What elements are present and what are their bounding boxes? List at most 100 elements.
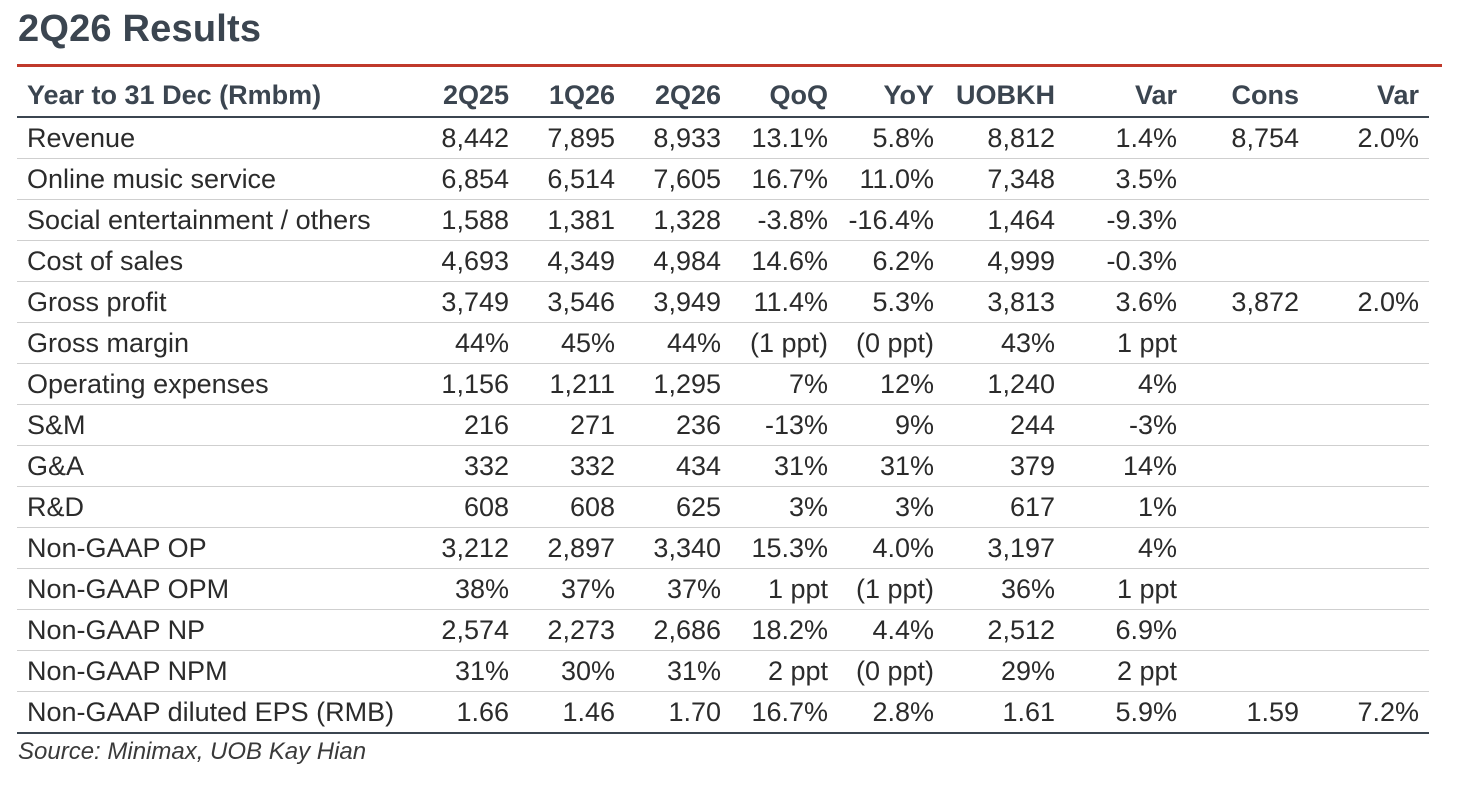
table-cell: 3,949 <box>625 281 731 323</box>
table-cell: 1.4% <box>1065 117 1187 159</box>
table-row: Non-GAAP NPM 31% 30% 31% 2 ppt (0 ppt) 29% 2 pp… <box>17 650 1429 692</box>
table-cell: 1,240 <box>944 363 1065 405</box>
table-cell: 3% <box>838 486 944 528</box>
page-title: 2Q26 Results <box>18 8 262 50</box>
table-cell: 6,854 <box>417 158 519 200</box>
table-row: Gross margin 44% 45% 44% (1 ppt) (0 ppt) 43% 1 … <box>17 322 1429 364</box>
table-row: Gross profit 3,749 3,546 3,949 11.4% 5.3% 3,81… <box>17 281 1429 323</box>
table-cell: 7,605 <box>625 158 731 200</box>
table-cell: -0.3% <box>1065 240 1187 282</box>
table-cell: 1.59 <box>1187 691 1309 734</box>
table-row: Non-GAAP NP 2,574 2,273 2,686 18.2% 4.4% 2,512… <box>17 609 1429 651</box>
table-cell: -3.8% <box>731 199 838 241</box>
table-cell: (0 ppt) <box>838 322 944 364</box>
row-label: Social entertainment / others <box>17 199 417 241</box>
table-cell: 1,295 <box>625 363 731 405</box>
table-row: Revenue 8,442 7,895 8,933 13.1% 5.8% 8,812 1.4%… <box>17 117 1429 159</box>
table-cell: 3,340 <box>625 527 731 569</box>
table-cell: 13.1% <box>731 117 838 159</box>
header-cell-yoy: YoY <box>838 74 944 118</box>
table-cell: 1 ppt <box>731 568 838 610</box>
table-cell: 617 <box>944 486 1065 528</box>
table-cell: 3,749 <box>417 281 519 323</box>
table-cell: 37% <box>519 568 625 610</box>
table-cell: 4.4% <box>838 609 944 651</box>
table-cell: 1.61 <box>944 691 1065 734</box>
row-label: Operating expenses <box>17 363 417 405</box>
table-cell: 434 <box>625 445 731 487</box>
table-body: Revenue 8,442 7,895 8,933 13.1% 5.8% 8,812 1.4%… <box>17 117 1429 734</box>
table-cell: -9.3% <box>1065 199 1187 241</box>
table-cell: 31% <box>417 650 519 692</box>
table-cell: 9% <box>838 404 944 446</box>
table-cell: 244 <box>944 404 1065 446</box>
header-cell-cons: Cons <box>1187 74 1309 118</box>
header-cell-2q26: 2Q26 <box>625 74 731 118</box>
table-cell: 625 <box>625 486 731 528</box>
table-cell: 12% <box>838 363 944 405</box>
table-cell: 608 <box>417 486 519 528</box>
row-label: Non-GAAP NP <box>17 609 417 651</box>
row-label: Gross margin <box>17 322 417 364</box>
table-cell: 608 <box>519 486 625 528</box>
table-cell: 4% <box>1065 363 1187 405</box>
table-cell <box>1309 158 1429 200</box>
table-cell: 1 ppt <box>1065 568 1187 610</box>
row-label: Revenue <box>17 117 417 159</box>
table-cell: 3,872 <box>1187 281 1309 323</box>
table-row: R&D 608 608 625 3% 3% 617 1% <box>17 486 1429 528</box>
table-cell: 2 ppt <box>731 650 838 692</box>
table-cell <box>1309 322 1429 364</box>
table-cell: 5.8% <box>838 117 944 159</box>
table-cell: 3,546 <box>519 281 625 323</box>
table-cell: 3.5% <box>1065 158 1187 200</box>
table-cell <box>1187 199 1309 241</box>
table-cell: 2.0% <box>1309 281 1429 323</box>
table-row: S&M 216 271 236 -13% 9% 244 -3% <box>17 404 1429 446</box>
table-cell: 4,349 <box>519 240 625 282</box>
table-cell: 31% <box>731 445 838 487</box>
table-cell: 3,813 <box>944 281 1065 323</box>
table-cell: 1,381 <box>519 199 625 241</box>
table-cell <box>1309 445 1429 487</box>
table-row: Non-GAAP OPM 38% 37% 37% 1 ppt (1 ppt) 36% 1 pp… <box>17 568 1429 610</box>
table-cell: 216 <box>417 404 519 446</box>
table-cell: 18.2% <box>731 609 838 651</box>
table-cell: 7.2% <box>1309 691 1429 734</box>
table-cell: 3.6% <box>1065 281 1187 323</box>
table-row: Non-GAAP OP 3,212 2,897 3,340 15.3% 4.0% 3,197… <box>17 527 1429 569</box>
table-cell <box>1187 158 1309 200</box>
table-cell <box>1309 486 1429 528</box>
table-cell: 5.9% <box>1065 691 1187 734</box>
table-cell: 3,197 <box>944 527 1065 569</box>
table-cell: 4.0% <box>838 527 944 569</box>
table-cell: 1.66 <box>417 691 519 734</box>
table-cell: 38% <box>417 568 519 610</box>
table-cell: 7% <box>731 363 838 405</box>
table-cell: 2,512 <box>944 609 1065 651</box>
row-label: Gross profit <box>17 281 417 323</box>
row-label: R&D <box>17 486 417 528</box>
table-row: Cost of sales 4,693 4,349 4,984 14.6% 6.2% 4,9… <box>17 240 1429 282</box>
table-cell: 2,897 <box>519 527 625 569</box>
table-cell: 1 ppt <box>1065 322 1187 364</box>
table-cell <box>1187 240 1309 282</box>
table-cell <box>1187 609 1309 651</box>
table-cell: 236 <box>625 404 731 446</box>
table-cell: 15.3% <box>731 527 838 569</box>
table-cell <box>1309 568 1429 610</box>
table-cell: 7,895 <box>519 117 625 159</box>
table-cell: 1,211 <box>519 363 625 405</box>
table-cell: -13% <box>731 404 838 446</box>
table-cell: (0 ppt) <box>838 650 944 692</box>
table-cell: 2.8% <box>838 691 944 734</box>
table-cell: (1 ppt) <box>838 568 944 610</box>
table-cell: 43% <box>944 322 1065 364</box>
table-cell: 37% <box>625 568 731 610</box>
table-cell: 3% <box>731 486 838 528</box>
row-label: Online music service <box>17 158 417 200</box>
row-label: Non-GAAP NPM <box>17 650 417 692</box>
table-cell: 3,212 <box>417 527 519 569</box>
table-cell: 4% <box>1065 527 1187 569</box>
table-cell: 44% <box>417 322 519 364</box>
